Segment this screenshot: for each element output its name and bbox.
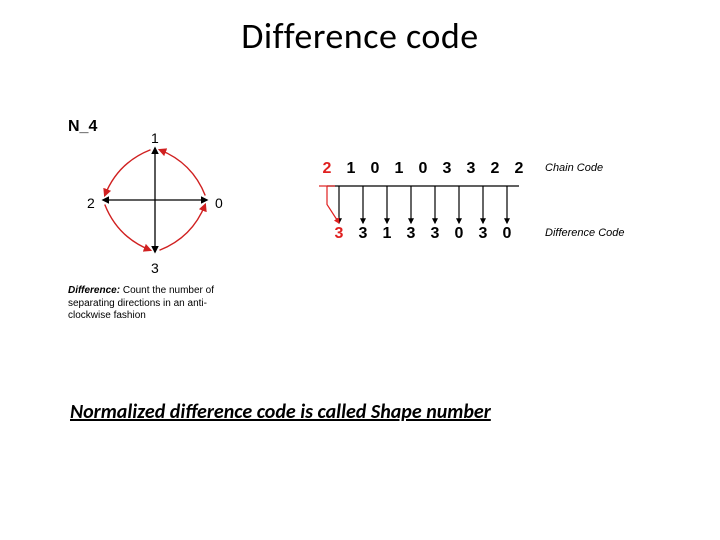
code-mapping-arrows xyxy=(0,0,720,540)
shape-number-statement: Normalized difference code is called Sha… xyxy=(70,400,491,424)
direction-label: 0 xyxy=(215,195,223,211)
difference-code-caption: Difference Code xyxy=(545,227,625,239)
compass-label: N_4 xyxy=(68,118,97,136)
difference-code-row: 33133030 xyxy=(327,225,519,243)
chain-code-row: 210103322 xyxy=(315,160,531,178)
direction-label: 1 xyxy=(151,130,159,146)
slide-title: Difference code xyxy=(0,14,720,58)
direction-compass-diagram xyxy=(0,0,720,540)
direction-label: 2 xyxy=(87,195,95,211)
chain-code-caption: Chain Code xyxy=(545,162,603,174)
direction-label: 3 xyxy=(151,260,159,276)
difference-definition-note: Difference: Count the number of separati… xyxy=(68,285,238,323)
